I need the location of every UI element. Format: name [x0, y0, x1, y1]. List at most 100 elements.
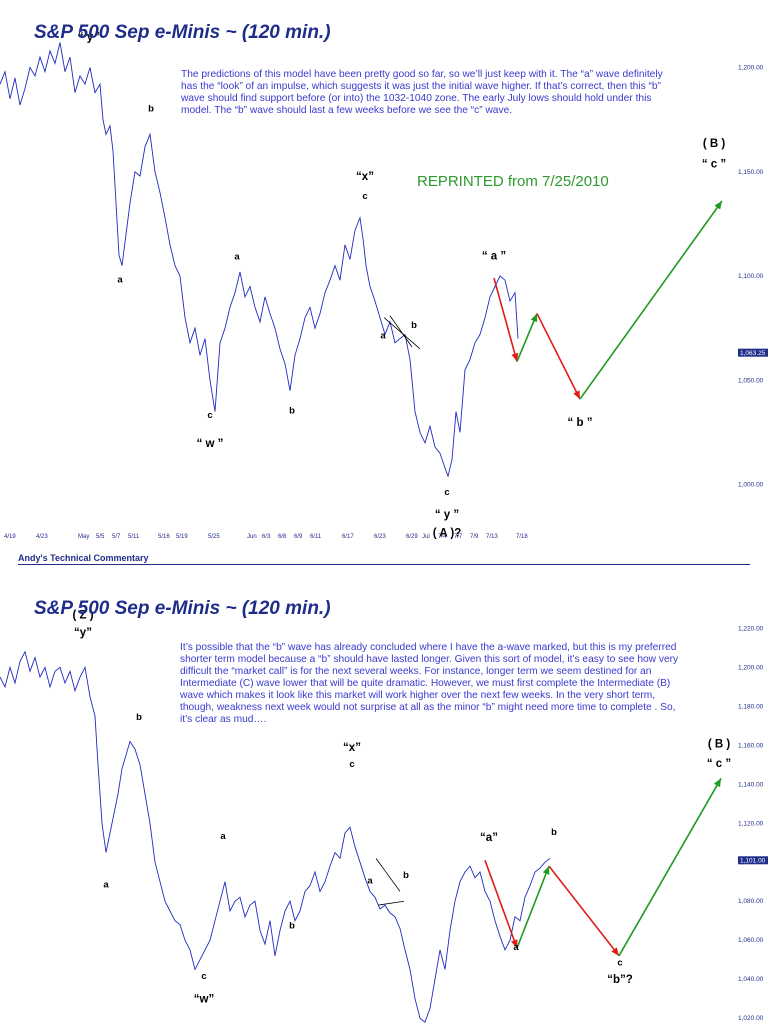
projection-down-arrow	[548, 865, 620, 957]
projection-up-arrow-head	[542, 866, 550, 875]
x-tick-label: 5/5	[96, 534, 105, 540]
wave-label: a	[234, 251, 240, 262]
wave-label: “ a ”	[482, 250, 506, 262]
price-badge-label: 1,063.25	[740, 350, 766, 357]
wave-label: a	[513, 942, 519, 953]
projection-up-arrow	[579, 200, 723, 400]
y-tick-label: 1,020.00	[738, 1015, 764, 1022]
wave-label: ( B )	[703, 138, 726, 150]
x-tick-label: 5/11	[128, 534, 140, 540]
x-tick-label: 6/8	[278, 534, 287, 540]
y-tick-label: 1,040.00	[738, 976, 764, 983]
reprint-label: REPRINTED from 7/25/2010	[417, 173, 609, 190]
y-tick-label: 1,150.00	[738, 169, 764, 176]
wave-label: b	[289, 406, 295, 417]
projection-down-arrow-head	[573, 390, 580, 400]
price-series-line	[0, 42, 519, 478]
x-tick-label: 7/13	[486, 534, 498, 540]
wave-label: “w”	[194, 994, 214, 1006]
x-tick-label: 5/25	[208, 534, 220, 540]
chart-title: S&P 500 Sep e-Minis ~ (120 min.)	[34, 22, 331, 43]
wave-label: “ y ”	[435, 509, 459, 521]
price-badge-label: 1,101.00	[740, 858, 766, 865]
wave-label: b	[289, 921, 295, 932]
wave-label: c	[207, 410, 212, 421]
trendline	[377, 900, 405, 906]
wave-label: ( A )?	[433, 528, 462, 540]
y-tick-label: 1,180.00	[738, 703, 764, 710]
y-tick-label: 1,200.00	[738, 65, 764, 72]
wave-label: “ c ”	[707, 758, 731, 770]
x-tick-label: 6/9	[294, 534, 303, 540]
projection-up-arrow	[516, 865, 550, 949]
y-tick-label: 1,120.00	[738, 820, 764, 827]
price-chart-top: 1,000.00 1,050.00 1,100.00 1,150.00 1,200.00…	[0, 31, 768, 540]
wave-label: “ w ”	[197, 438, 224, 450]
projection-down-arrow	[493, 277, 518, 362]
price-chart-bottom: 1,020.001,040.001,060.001,080.001,100.00…	[0, 610, 768, 1023]
wave-label: “ y ”	[78, 31, 102, 43]
wave-label: “x”	[356, 171, 374, 183]
price-badge	[738, 856, 768, 865]
chart-panel-top: 1,000.00 1,050.00 1,100.00 1,150.00 1,200.00…	[0, 22, 768, 540]
x-tick-label: 7/4	[438, 534, 447, 540]
commentary-footer: Andy's Technical Commentary	[18, 553, 750, 565]
wave-label: a	[367, 876, 373, 887]
trendline	[375, 858, 401, 892]
x-tick-label: 6/17	[342, 534, 354, 540]
chart-title: S&P 500 Sep e-Minis ~ (120 min.)	[34, 598, 331, 619]
wave-label: b	[136, 712, 142, 723]
analysis-note: The predictions of this model have been …	[181, 69, 663, 116]
x-tick-label: 4/19	[4, 534, 16, 540]
wave-label: a	[220, 831, 226, 842]
price-badge	[738, 348, 768, 357]
wave-label: a	[103, 880, 109, 891]
y-tick-label: 1,000.00	[738, 482, 764, 489]
x-tick-label: 5/7	[112, 534, 121, 540]
y-tick-label: 1,200.00	[738, 664, 764, 671]
projection-up-arrow-head	[530, 313, 538, 323]
y-tick-label: 1,060.00	[738, 937, 764, 944]
wave-label: b	[403, 870, 409, 881]
wave-label: a	[117, 274, 123, 285]
y-tick-label: 1,100.00	[738, 273, 764, 280]
y-tick-label: 1,220.00	[738, 625, 764, 632]
wave-label: a	[380, 331, 386, 342]
wave-label: b	[551, 827, 557, 838]
wave-label: b	[148, 103, 154, 114]
projection-up-arrow	[618, 778, 722, 957]
x-tick-label: 5/16	[158, 534, 170, 540]
x-tick-label: 7/18	[516, 534, 528, 540]
wave-label: b	[411, 320, 417, 331]
projection-down-arrow-head	[510, 939, 518, 948]
y-tick-label: 1,160.00	[738, 742, 764, 749]
x-tick-label: Jun	[247, 534, 257, 540]
y-tick-label: 1,050.00	[738, 377, 764, 384]
projection-down-arrow	[484, 860, 518, 949]
wave-label: “y”	[74, 627, 92, 639]
wave-label: c	[444, 487, 449, 498]
wave-label: c	[617, 958, 622, 969]
projection-up-arrow-head	[713, 778, 721, 788]
chart-panel-bottom: 1,020.001,040.001,060.001,080.001,100.00…	[0, 590, 768, 1024]
x-tick-label: 7/7	[454, 534, 463, 540]
x-tick-label: 7/9	[470, 534, 479, 540]
wave-label: c	[201, 971, 206, 982]
x-tick-label: 6/3	[262, 534, 271, 540]
wave-label: “ c ”	[702, 159, 726, 171]
wave-label: “b”?	[607, 974, 633, 986]
projection-down-arrow	[536, 313, 581, 400]
x-tick-label: May	[78, 534, 89, 540]
x-tick-label: 6/11	[310, 534, 322, 540]
analysis-note: It’s possible that the “b” wave has alre…	[180, 642, 679, 725]
trendline	[389, 315, 413, 348]
x-tick-label: 6/29	[406, 534, 418, 540]
y-tick-label: 1,080.00	[738, 898, 764, 905]
x-tick-label: 5/19	[176, 534, 188, 540]
wave-label: c	[362, 191, 367, 202]
wave-label: “x”	[343, 742, 361, 754]
x-tick-label: 6/23	[374, 534, 386, 540]
wave-label: ( Z )	[72, 610, 93, 622]
projection-down-arrow-head	[611, 947, 619, 956]
projection-down-arrow-head	[511, 352, 519, 362]
